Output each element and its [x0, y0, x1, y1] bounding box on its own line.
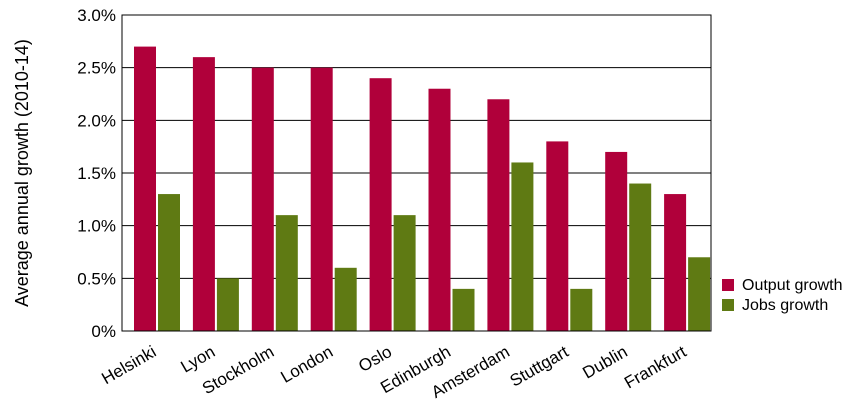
legend-swatch — [722, 279, 734, 291]
bar-jobs-growth — [158, 194, 180, 331]
legend-label: Jobs growth — [742, 297, 828, 314]
y-tick-label: 1.0% — [77, 217, 116, 236]
bar-output-growth — [310, 67, 333, 332]
y-tick-label: 0.5% — [77, 269, 116, 288]
y-tick-labels: 0% 0.5% 1.0% 1.5% 2.0% 2.5% 3.0% — [77, 6, 116, 341]
x-tick-label: London — [278, 342, 337, 387]
bar-jobs-growth — [216, 278, 239, 331]
y-tick-label: 2.0% — [77, 111, 116, 130]
legend: Output growth Jobs growth — [722, 277, 843, 314]
y-tick-label: 1.5% — [77, 164, 116, 183]
x-tick-label: Stuttgart — [507, 342, 572, 391]
x-tick-label: Frankfurt — [621, 342, 690, 393]
y-tick-label: 2.5% — [77, 59, 116, 78]
y-axis-title: Average annual growth (2010-14) — [12, 39, 32, 307]
bar-jobs-growth — [688, 257, 711, 331]
bar-output-growth — [428, 88, 451, 331]
bar-output-growth — [605, 151, 628, 331]
legend-label: Output growth — [742, 277, 843, 294]
bars — [134, 46, 711, 332]
bar-jobs-growth — [393, 215, 416, 331]
bar-output-growth — [134, 46, 156, 331]
bar-output-growth — [369, 78, 392, 331]
bar-output-growth — [546, 141, 569, 331]
x-tick-label: Oslo — [355, 342, 395, 376]
bar-jobs-growth — [629, 183, 652, 331]
plot-frame — [121, 14, 712, 332]
bar-jobs-growth — [452, 288, 475, 331]
x-tick-label: Helsinki — [98, 342, 159, 388]
bar-jobs-growth — [334, 267, 357, 331]
bar-output-growth — [487, 99, 510, 332]
y-tick-label: 0% — [91, 322, 116, 341]
bar-output-growth — [664, 194, 687, 331]
bar-jobs-growth — [570, 288, 593, 331]
bar-output-growth — [251, 67, 274, 332]
bar-jobs-growth — [511, 162, 534, 331]
y-tick-label: 3.0% — [77, 6, 116, 25]
bar-output-growth — [192, 57, 215, 332]
x-tick-label: Lyon — [177, 342, 218, 377]
legend-swatch — [722, 299, 734, 311]
bar-jobs-growth — [275, 215, 298, 331]
